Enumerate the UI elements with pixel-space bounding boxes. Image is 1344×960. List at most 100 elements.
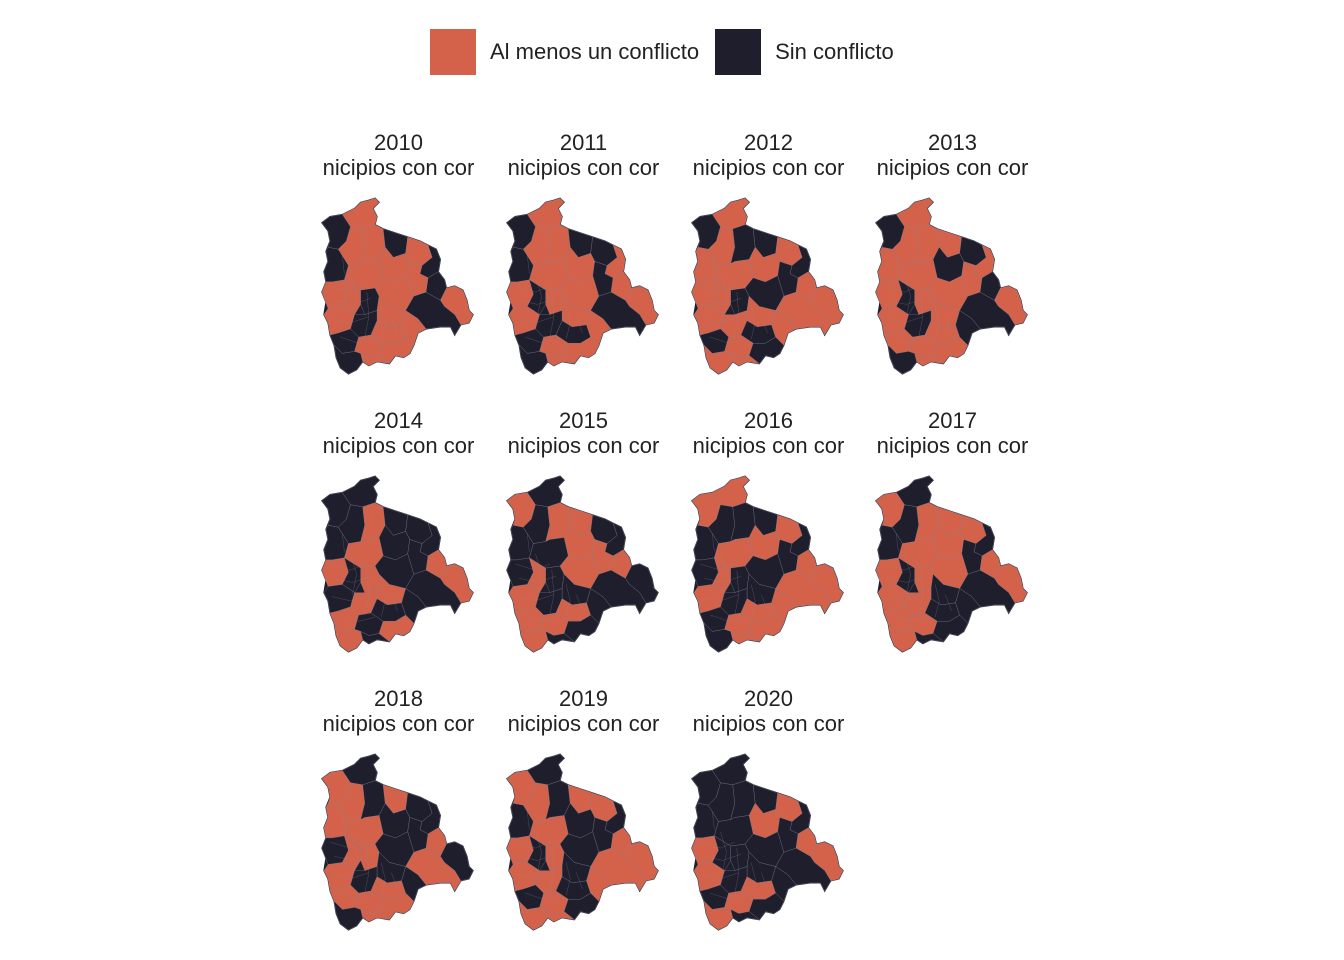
municipal-border-line — [350, 553, 357, 595]
municipal-border-line — [945, 594, 952, 612]
panel-title: 2014 nicipios con cor — [306, 408, 491, 458]
panel-title: 2015 nicipios con cor — [491, 408, 676, 458]
region-no-conflict — [703, 622, 733, 653]
region-conflict — [771, 588, 797, 624]
municipal-border-line — [517, 594, 554, 601]
map-panel-2019: 2019 nicipios con cor — [491, 686, 676, 956]
panel-title: 2013 nicipios con cor — [860, 130, 1045, 180]
municipal-border-line — [519, 854, 556, 861]
municipal-border-line — [886, 316, 923, 323]
municipal-border-line — [334, 576, 371, 583]
region-no-conflict — [401, 866, 427, 902]
region-no-conflict — [333, 344, 363, 375]
map-panel-2016: 2016 nicipios con cor — [676, 408, 861, 678]
region-conflict — [333, 622, 363, 653]
municipal-border-line — [894, 614, 930, 622]
municipal-border-line — [342, 811, 345, 830]
legend-swatch-conflict — [430, 29, 476, 75]
region-conflict — [771, 310, 797, 346]
municipal-border-line — [945, 316, 952, 334]
panel-year: 2011 — [559, 130, 608, 155]
municipal-border-line — [519, 298, 556, 305]
region-no-conflict — [518, 344, 548, 375]
panel-subtitle: nicipios con cor — [322, 433, 475, 458]
region-conflict — [703, 344, 733, 375]
municipal-border-line — [712, 533, 715, 552]
municipal-borders — [515, 533, 583, 622]
municipal-border-line — [702, 316, 739, 323]
panel-year: 2020 — [744, 686, 793, 711]
municipal-borders — [515, 811, 583, 900]
region-conflict — [360, 909, 390, 922]
legend-label-no-conflict: Sin conflicto — [775, 39, 894, 64]
panel-subtitle: nicipios con cor — [692, 433, 845, 458]
municipal-border-line — [720, 553, 727, 595]
panel-subtitle: nicipios con cor — [507, 711, 660, 736]
region-conflict — [586, 310, 612, 346]
bolivia-map — [691, 753, 844, 931]
legend-item-no-conflict: Sin conflicto — [715, 29, 894, 75]
municipal-border-line — [340, 336, 376, 344]
region-conflict — [401, 310, 427, 346]
municipal-border-line — [391, 594, 398, 612]
bolivia-map — [691, 475, 844, 653]
region-conflict — [518, 622, 548, 653]
municipal-borders — [884, 533, 952, 622]
municipal-borders — [515, 255, 583, 344]
panel-title: 2017 nicipios con cor — [860, 408, 1045, 458]
municipal-border-line — [702, 872, 739, 879]
municipal-border-line — [896, 533, 899, 552]
municipal-border-line — [380, 584, 386, 618]
municipal-border-line — [519, 576, 556, 583]
map-panel-2017: 2017 nicipios con cor — [860, 408, 1045, 678]
panel-title: 2019 nicipios con cor — [491, 686, 676, 736]
panel-year: 2015 — [559, 408, 608, 433]
municipal-border-line — [894, 336, 930, 344]
municipal-border-line — [364, 292, 370, 338]
municipal-border-line — [884, 285, 919, 293]
panel-title: 2011 nicipios con cor — [491, 130, 676, 180]
region-conflict — [887, 622, 917, 653]
municipal-border-line — [888, 298, 925, 305]
municipal-borders — [700, 533, 768, 622]
municipal-border-line — [342, 533, 345, 552]
legend: Al menos un conflicto Sin conflicto — [430, 29, 910, 75]
map-panel-2020: 2020 nicipios con cor — [676, 686, 861, 956]
municipal-border-line — [549, 848, 555, 894]
map-panel-2013: 2013 nicipios con cor — [860, 130, 1045, 400]
panel-title: 2012 nicipios con cor — [676, 130, 861, 180]
region-no-conflict — [545, 631, 575, 644]
municipal-border-line — [515, 841, 550, 849]
bolivia-map — [875, 197, 1028, 375]
municipal-border-line — [734, 292, 740, 338]
municipal-border-line — [332, 594, 369, 601]
municipal-border-line — [720, 831, 727, 873]
region-no-conflict — [914, 631, 944, 644]
region-conflict — [545, 353, 575, 366]
municipal-border-line — [350, 831, 357, 873]
panel-subtitle: nicipios con cor — [692, 711, 845, 736]
region-no-conflict — [360, 631, 390, 644]
panel-title: 2018 nicipios con cor — [306, 686, 491, 736]
municipal-border-line — [704, 576, 741, 583]
panel-subtitle: nicipios con cor — [507, 155, 660, 180]
bolivia-map — [691, 197, 844, 375]
panel-subtitle: nicipios con cor — [322, 711, 475, 736]
panel-year: 2019 — [559, 686, 608, 711]
map-panel-2015: 2015 nicipios con cor — [491, 408, 676, 678]
municipal-border-line — [565, 306, 571, 340]
municipal-border-line — [761, 872, 768, 890]
municipal-border-line — [535, 553, 542, 595]
municipal-border-line — [527, 255, 530, 274]
municipal-border-line — [734, 848, 740, 894]
municipal-border-line — [700, 285, 735, 293]
municipal-border-line — [380, 862, 386, 896]
municipal-border-line — [332, 316, 369, 323]
region-no-conflict — [730, 909, 760, 922]
municipal-border-line — [934, 306, 940, 340]
region-conflict — [518, 900, 548, 931]
legend-label-conflict: Al menos un conflicto — [490, 39, 700, 64]
municipal-border-line — [517, 316, 554, 323]
municipal-border-line — [535, 275, 542, 317]
panel-year: 2017 — [928, 408, 977, 433]
